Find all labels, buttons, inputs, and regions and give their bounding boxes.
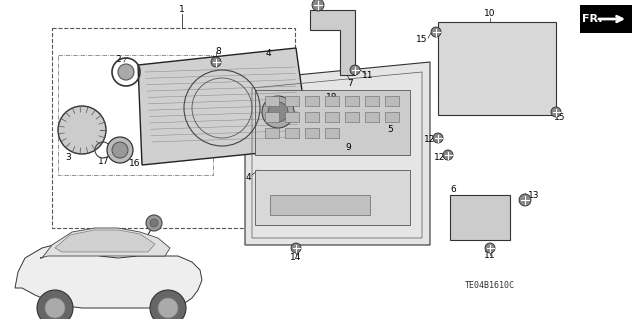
Circle shape (312, 0, 324, 11)
Polygon shape (450, 195, 510, 240)
Circle shape (262, 96, 294, 128)
Bar (385, 96, 399, 106)
Text: 5: 5 (387, 125, 393, 135)
Circle shape (158, 298, 178, 318)
Text: 8: 8 (215, 48, 221, 56)
Circle shape (112, 142, 128, 158)
Text: 7: 7 (347, 79, 353, 88)
Text: 11: 11 (484, 251, 496, 261)
Circle shape (291, 243, 301, 253)
Polygon shape (438, 22, 556, 115)
Bar (325, 112, 339, 122)
Circle shape (431, 27, 441, 37)
Text: 11: 11 (362, 71, 374, 80)
Text: 2: 2 (115, 56, 121, 64)
Text: 3: 3 (65, 153, 71, 162)
Circle shape (350, 65, 360, 75)
Circle shape (37, 290, 73, 319)
Text: 15: 15 (554, 114, 566, 122)
Bar (285, 96, 299, 106)
Text: 12: 12 (435, 153, 445, 162)
Bar (58, 55, 213, 175)
Bar (345, 96, 359, 106)
Text: FR.: FR. (582, 14, 602, 24)
Circle shape (268, 102, 288, 122)
Polygon shape (55, 230, 155, 252)
Polygon shape (245, 62, 430, 245)
Bar (52, 28, 295, 228)
Bar (285, 112, 299, 122)
Circle shape (485, 243, 495, 253)
Circle shape (58, 106, 106, 154)
Bar (285, 128, 299, 138)
Text: 13: 13 (310, 13, 322, 23)
Circle shape (443, 150, 453, 160)
Bar (305, 128, 319, 138)
Circle shape (433, 133, 443, 143)
Text: 4: 4 (245, 174, 251, 182)
Text: 18: 18 (326, 93, 338, 102)
Text: 12: 12 (424, 136, 436, 145)
Circle shape (107, 137, 133, 163)
Bar (345, 112, 359, 122)
Circle shape (519, 194, 531, 206)
Bar (365, 96, 379, 106)
Polygon shape (138, 48, 310, 165)
Bar (255, 90, 410, 155)
Bar (385, 112, 399, 122)
Bar (305, 112, 319, 122)
Bar (325, 128, 339, 138)
Text: 1: 1 (179, 5, 185, 14)
FancyBboxPatch shape (580, 5, 632, 33)
Text: 17: 17 (99, 158, 109, 167)
Circle shape (150, 219, 158, 227)
Text: 6: 6 (450, 186, 456, 195)
Text: 14: 14 (291, 254, 301, 263)
Circle shape (150, 290, 186, 319)
Bar (365, 112, 379, 122)
Text: 16: 16 (129, 159, 141, 167)
Bar (265, 112, 279, 122)
Circle shape (551, 107, 561, 117)
Text: 4: 4 (265, 49, 271, 58)
Bar (325, 96, 339, 106)
Polygon shape (310, 10, 355, 75)
Polygon shape (15, 242, 202, 308)
Circle shape (146, 215, 162, 231)
Text: 10: 10 (484, 10, 496, 19)
Bar (305, 96, 319, 106)
Bar (255, 170, 410, 225)
Text: 9: 9 (345, 144, 351, 152)
Text: TE04B1610C: TE04B1610C (465, 280, 515, 290)
Bar (265, 128, 279, 138)
Circle shape (45, 298, 65, 318)
Bar (270, 195, 370, 215)
Circle shape (118, 64, 134, 80)
Polygon shape (40, 228, 170, 258)
Text: 13: 13 (528, 191, 540, 201)
Bar (265, 96, 279, 106)
Circle shape (211, 57, 221, 67)
Text: 15: 15 (416, 35, 428, 44)
